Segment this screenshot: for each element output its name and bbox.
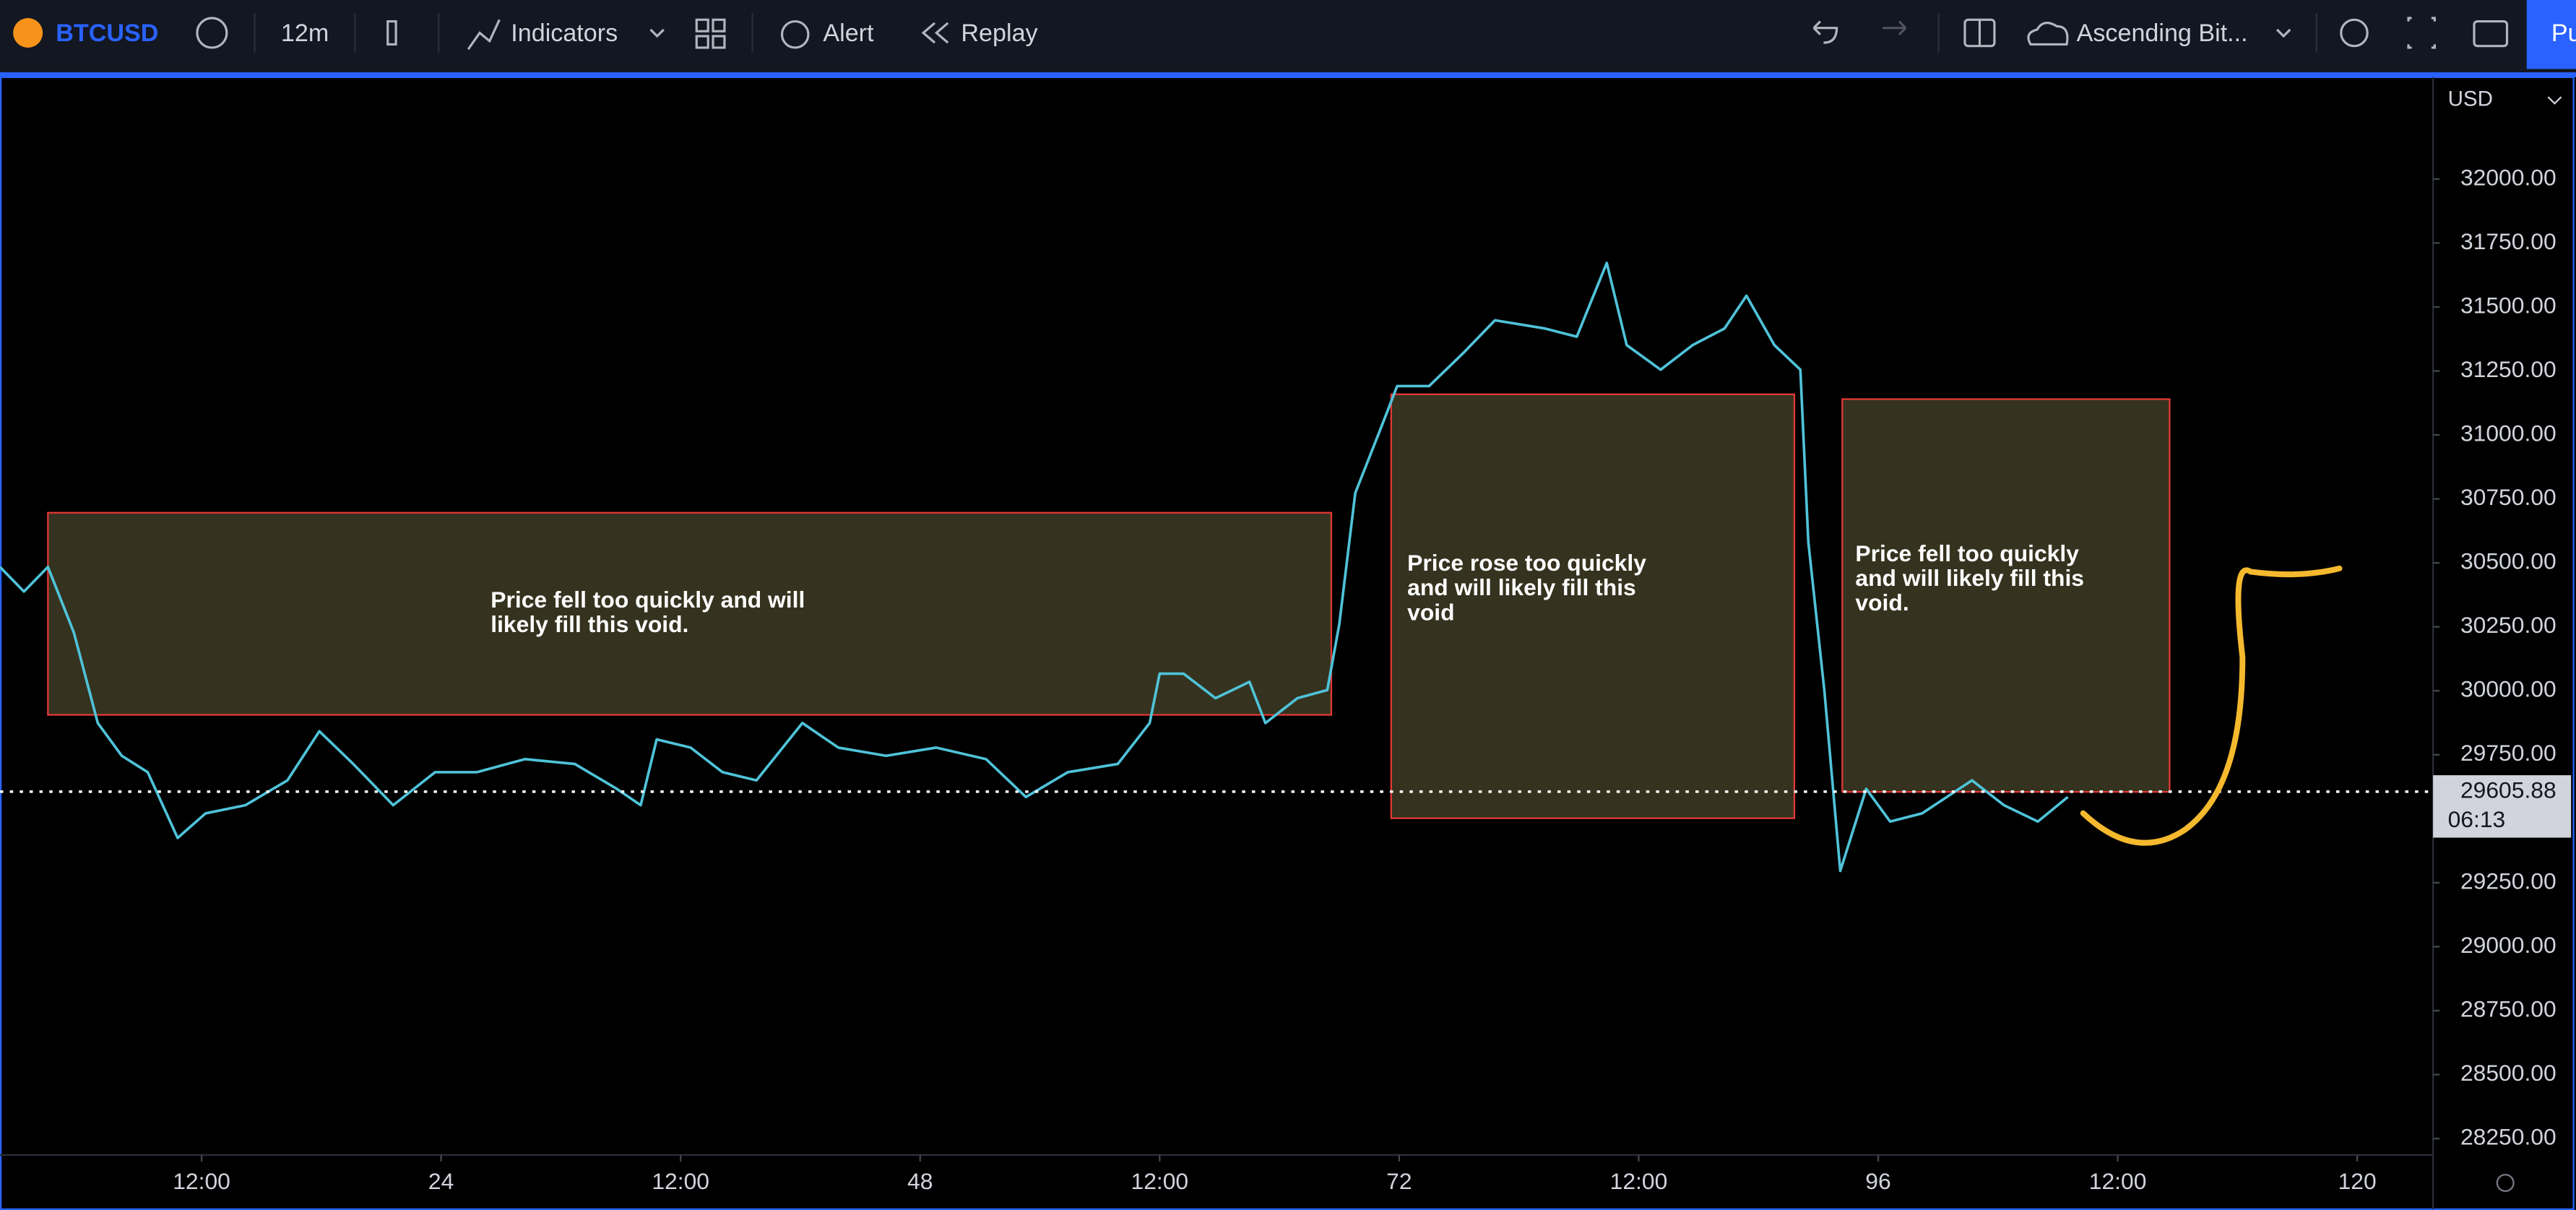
annotation-text: Price fell too quickly — [1855, 540, 2079, 566]
annotation-text: and will likely fill this — [1407, 574, 1636, 600]
undo-icon[interactable] — [1812, 20, 1838, 44]
void-box — [1390, 393, 1796, 819]
snapshot-icon[interactable] — [2473, 20, 2509, 48]
x-tick-label: 24 — [428, 1168, 454, 1194]
annotation-text: void — [1407, 599, 1454, 625]
templates-icon[interactable] — [695, 18, 709, 33]
x-tick-label: 48 — [907, 1168, 933, 1194]
x-tick-label: 96 — [1865, 1168, 1890, 1194]
void-box — [1841, 398, 2171, 793]
x-tick-label: 72 — [1386, 1168, 1412, 1194]
annotation-text: and will likely fill this — [1855, 565, 2084, 591]
redo-icon — [1883, 20, 1907, 35]
currency[interactable]: USD — [2448, 87, 2493, 111]
y-tick-label: 30750.00 — [2460, 484, 2556, 510]
y-tick-label: 28750.00 — [2460, 995, 2556, 1021]
last-price-label-bg — [2433, 775, 2572, 838]
add-icon[interactable] — [196, 17, 228, 49]
annotation-text: void. — [1855, 589, 1909, 615]
x-tick-label: 12:00 — [652, 1168, 709, 1194]
annotation-text: likely fill this void. — [490, 611, 688, 637]
y-tick-label: 32000.00 — [2460, 164, 2556, 190]
templates-icon — [712, 35, 726, 49]
dropdown-icon[interactable] — [2275, 28, 2291, 38]
symbol[interactable]: BTCUSD — [56, 20, 158, 47]
hand-drawing — [2080, 565, 2343, 846]
dropdown-icon[interactable] — [2547, 96, 2562, 105]
y-tick-label: 29000.00 — [2460, 932, 2556, 958]
y-tick-label: 30500.00 — [2460, 548, 2556, 574]
publish[interactable]: Pu — [2551, 20, 2576, 47]
btc-icon — [13, 18, 43, 48]
dropdown-icon[interactable] — [649, 28, 665, 38]
fullscreen-icon[interactable] — [2407, 17, 2437, 49]
countdown: 06:13 — [2448, 806, 2506, 832]
settings-icon[interactable] — [2340, 18, 2369, 48]
templates-icon — [712, 18, 726, 33]
x-tick-label: 12:00 — [1610, 1168, 1668, 1194]
y-tick-label: 31500.00 — [2460, 292, 2556, 318]
annotation-text: Price rose too quickly — [1407, 550, 1646, 576]
annotation-text: Price fell too quickly and will — [490, 587, 805, 613]
x-tick-label: 12:00 — [1131, 1168, 1188, 1194]
axis-settings-icon[interactable] — [2496, 1173, 2515, 1192]
alert[interactable]: Alert — [823, 20, 874, 47]
layout-name[interactable]: Ascending Bit... — [2077, 20, 2248, 47]
y-tick-label: 31750.00 — [2460, 228, 2556, 254]
publish-button[interactable] — [2526, 0, 2576, 69]
indicators-icon[interactable] — [467, 19, 501, 51]
toolbar-border — [0, 72, 2576, 77]
y-tick-label: 28500.00 — [2460, 1060, 2556, 1086]
y-tick-label: 29750.00 — [2460, 740, 2556, 766]
cloud-icon[interactable] — [2027, 22, 2069, 46]
x-tick-label: 12:00 — [2089, 1168, 2147, 1194]
alert-icon[interactable] — [780, 20, 810, 49]
y-tick-label: 30250.00 — [2460, 612, 2556, 638]
x-tick-label: 12:00 — [173, 1168, 230, 1194]
indicators[interactable]: Indicators — [511, 20, 618, 47]
templates-icon — [695, 35, 709, 49]
candle-icon[interactable] — [386, 20, 397, 46]
y-tick-label: 29250.00 — [2460, 868, 2556, 894]
toolbar-bg — [0, 0, 2576, 73]
x-tick-label: 120 — [2338, 1168, 2377, 1194]
chart-border — [0, 76, 2575, 1210]
replay[interactable]: Replay — [961, 20, 1037, 47]
price-line — [0, 262, 2069, 873]
interval[interactable]: 12m — [281, 20, 329, 47]
toolbar: BTCUSD 12m Indicators Alert Replay Ascen… — [0, 0, 2576, 73]
y-tick-label: 30000.00 — [2460, 676, 2556, 702]
y-tick-label: 28250.00 — [2460, 1124, 2556, 1150]
last-price-label: 29605.88 — [2460, 777, 2556, 803]
y-tick-label: 31250.00 — [2460, 356, 2556, 382]
void-box — [47, 511, 1333, 716]
replay-icon[interactable] — [921, 22, 949, 44]
y-tick-label: 31000.00 — [2460, 420, 2556, 446]
